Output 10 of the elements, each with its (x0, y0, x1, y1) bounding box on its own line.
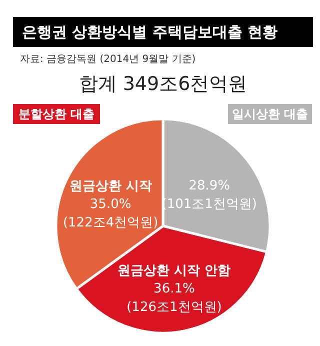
text: 일시상환 대출 (232, 107, 308, 121)
chart-title: 은행권 상환방식별 주택담보대출 현황 (22, 23, 278, 41)
data-label: 36.1% (126조1천억원) (126, 282, 222, 315)
slice-label: 원금상환 시작 (69, 178, 152, 194)
text: 합계 349조6천억원 (78, 73, 248, 95)
data-label: 28.9% (101조1천억원) (162, 178, 258, 212)
slice-label: 원금상환 시작 안함 (118, 263, 231, 278)
chart-subtitle: 자료: 금융감독원 (2014년 9월말 기준) (20, 54, 196, 65)
data-label: 35.0% (122조4천억원) (62, 197, 158, 230)
text: 분할상환 대출 (18, 107, 95, 121)
